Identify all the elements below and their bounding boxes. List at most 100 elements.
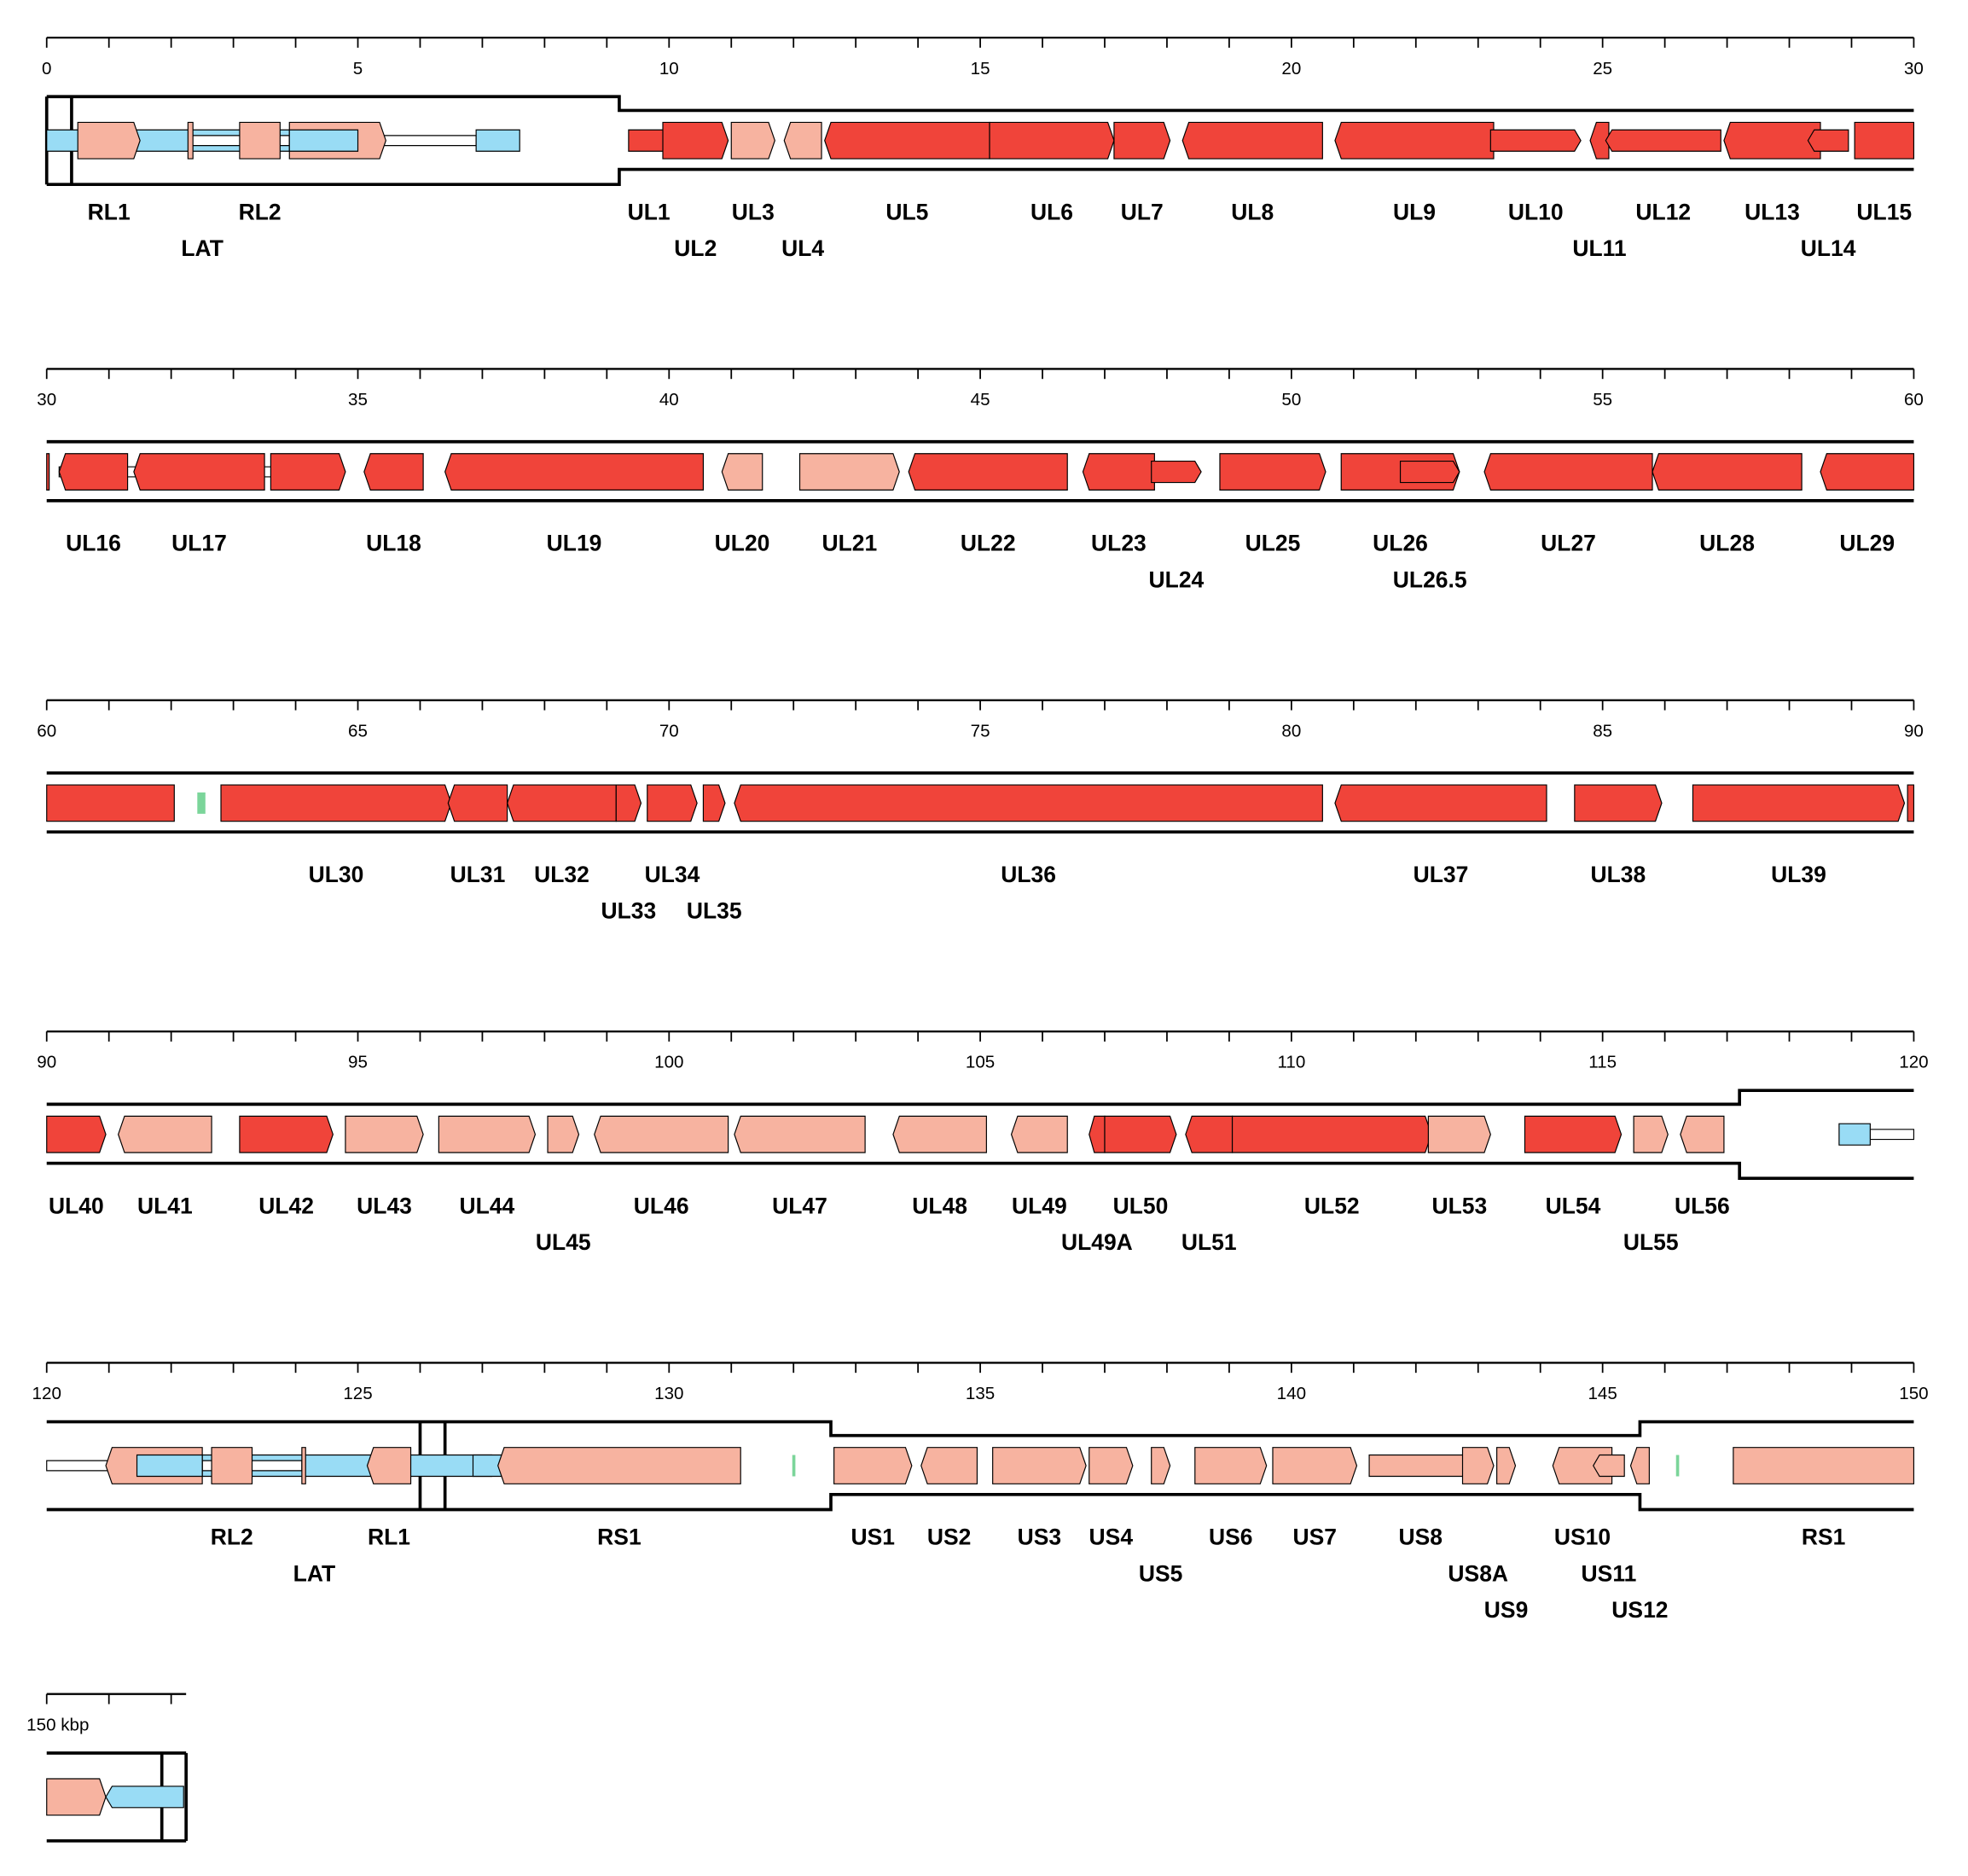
gene-label: RS1	[597, 1525, 641, 1550]
gene-label: UL51	[1181, 1229, 1237, 1255]
gene-ul56	[1680, 1115, 1725, 1153]
gene-ul49	[1010, 1115, 1068, 1153]
tick-label: 75	[971, 721, 990, 741]
gene-ul4	[783, 121, 822, 160]
tick-label: 0	[42, 59, 51, 78]
gene-label: UL23	[1091, 531, 1147, 556]
gene-label: US2	[927, 1525, 972, 1550]
gene-rs1	[497, 1447, 741, 1484]
gene-segment	[288, 129, 359, 152]
gene-label: UL46	[634, 1193, 689, 1218]
tick-label: 105	[966, 1053, 995, 1072]
gene-label: UL24	[1149, 566, 1205, 592]
gene-label: UL20	[715, 531, 770, 556]
gene-ul6	[989, 121, 1115, 160]
gene-ul37	[1334, 784, 1547, 822]
tick-label: 125	[343, 1384, 372, 1403]
gene-label: UL11	[1572, 235, 1626, 261]
tick-label: 90	[37, 1053, 56, 1072]
intron-line	[1869, 1129, 1915, 1141]
gene-label: UL50	[1113, 1193, 1169, 1218]
gene-label: UL37	[1414, 862, 1469, 887]
gene-label: UL39	[1771, 862, 1826, 887]
gene-label: UL16	[66, 531, 121, 556]
gene-us11	[1593, 1454, 1625, 1478]
gene-label: UL33	[601, 898, 657, 924]
tick-label: 45	[971, 390, 990, 409]
gene-ul52	[1231, 1115, 1432, 1153]
gene-ul38	[1574, 784, 1663, 822]
gene-label: UL25	[1245, 531, 1301, 556]
gene-label: UL2	[674, 235, 717, 261]
gene-ul25	[1219, 453, 1327, 491]
tick-label: 100	[654, 1053, 683, 1072]
gene-ul30	[220, 784, 452, 822]
tick-label: 110	[1277, 1053, 1305, 1072]
genome-outline-bottom	[46, 1493, 1914, 1512]
gene-label: UL49	[1012, 1193, 1067, 1218]
gene-us10	[1552, 1447, 1613, 1484]
tick-label: 15	[971, 59, 990, 78]
gene-segment	[136, 1454, 203, 1478]
tick-label: 150	[1899, 1384, 1928, 1403]
gene-rs1	[1733, 1447, 1915, 1484]
tick-label: 30	[37, 390, 56, 409]
tick-label: 60	[1904, 390, 1924, 409]
gene-label: UL41	[137, 1193, 193, 1218]
gene-ul8	[1181, 121, 1323, 160]
gene-ul54	[1524, 1115, 1623, 1153]
gene-label: US1	[850, 1525, 895, 1550]
gene-label: UL3	[732, 199, 775, 224]
gene-label: UL34	[645, 862, 700, 887]
gene-segment	[475, 129, 520, 152]
genome-outline-bottom	[46, 167, 1914, 187]
gene-label: US12	[1611, 1597, 1668, 1623]
gene-ul17	[133, 453, 265, 491]
gene-segment	[301, 1447, 306, 1484]
gene-label: UL7	[1121, 199, 1164, 224]
gene-rl2	[211, 1447, 253, 1484]
gene-us1	[833, 1447, 913, 1484]
gene-label: RL1	[88, 199, 131, 224]
gene-segment	[46, 1778, 107, 1816]
gene-segment	[1838, 1123, 1871, 1146]
gene-ul49a	[1088, 1115, 1106, 1153]
gene-us12	[1629, 1447, 1650, 1484]
gene-label: RL2	[239, 199, 282, 224]
gene-ul33	[615, 784, 642, 822]
gene-us3	[992, 1447, 1087, 1484]
gene-ul14	[1807, 129, 1849, 152]
gene-ul2	[662, 121, 729, 160]
gene-us6	[1194, 1447, 1268, 1484]
gene-ul27	[1483, 453, 1653, 491]
gene-ul3	[730, 121, 775, 160]
gene-us8a	[1461, 1447, 1495, 1484]
gene-label: UL49A	[1061, 1229, 1133, 1255]
gene-segment	[270, 453, 346, 491]
tick-label: 60	[37, 721, 56, 741]
gene-label: UL21	[822, 531, 878, 556]
gene-ul29	[1820, 453, 1915, 491]
gene-label: UL32	[534, 862, 589, 887]
gene-label: UL44	[460, 1193, 515, 1218]
tick-label: 80	[1281, 721, 1301, 741]
gene-ul24	[1151, 460, 1202, 484]
gene-ul48	[892, 1115, 987, 1153]
gene-label: RL1	[368, 1525, 410, 1550]
tick-label: 5	[353, 59, 363, 78]
genome-outline-top	[46, 95, 1914, 113]
gene-label: US3	[1018, 1525, 1062, 1550]
tick-label: 140	[1277, 1384, 1306, 1403]
gene-label: UL19	[547, 531, 602, 556]
gene-label: US5	[1139, 1560, 1183, 1586]
gene-us4	[1088, 1447, 1134, 1484]
gene-ul55	[1633, 1115, 1669, 1153]
gene-ul45	[547, 1115, 580, 1153]
gene-rl1	[77, 121, 141, 160]
gene-label: UL36	[1001, 862, 1056, 887]
gene-us5	[1151, 1447, 1171, 1484]
gene-label: UL38	[1591, 862, 1646, 887]
gene-label: UL18	[366, 531, 421, 556]
gene-label: US11	[1582, 1560, 1637, 1586]
genome-outline-top	[46, 1089, 1914, 1106]
